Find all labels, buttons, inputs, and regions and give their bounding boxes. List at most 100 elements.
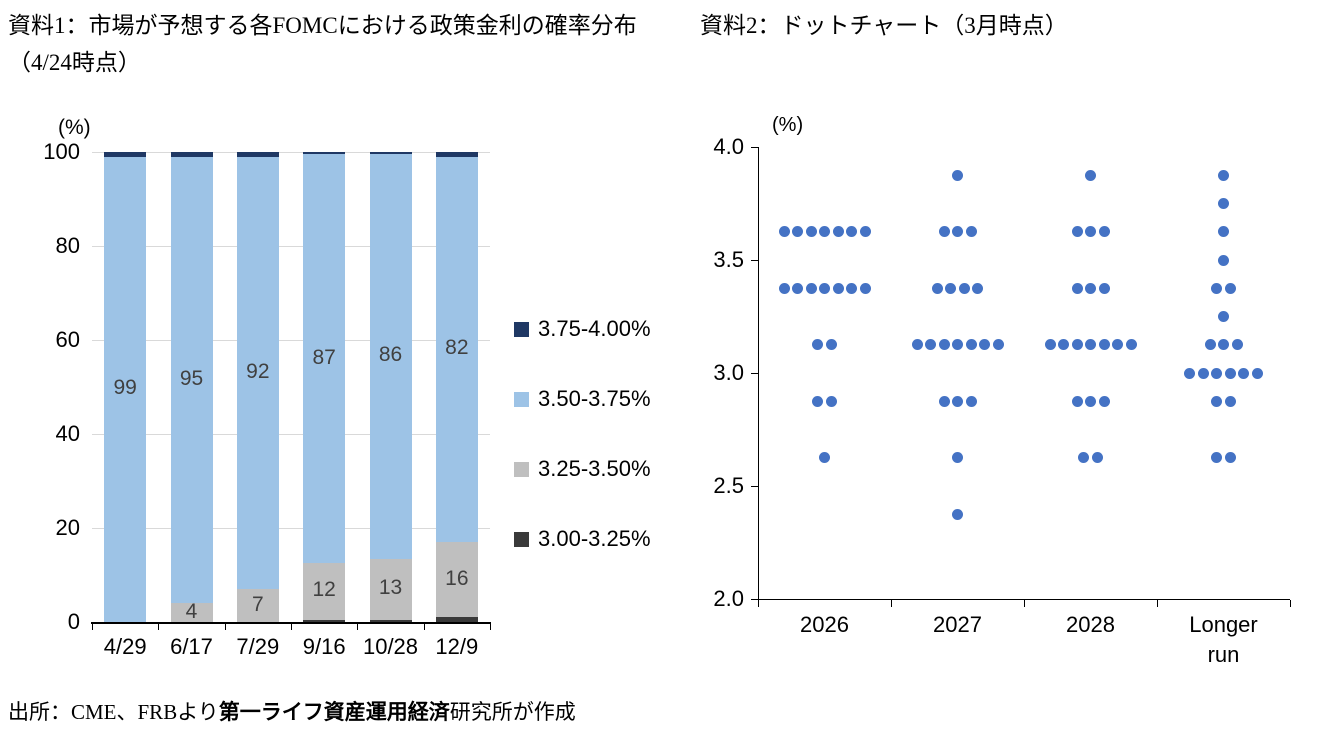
bar-segment — [236, 589, 279, 622]
bar-segment-value-label: 87 — [312, 345, 336, 369]
legend-label: 3.25-3.50% — [538, 456, 651, 481]
bar-chart-unit-label: (%) — [58, 116, 91, 139]
bar-segment-value-label: 99 — [113, 376, 137, 400]
dot-plot-dot — [1098, 395, 1110, 407]
chart2-title: 資料2：ドットチャート（3月時点） — [700, 13, 1068, 38]
dot-x-axis-tick — [1024, 600, 1025, 607]
dot-plot-dot — [812, 339, 824, 351]
bar-segment-value-label: 13 — [378, 576, 403, 600]
dot-plot-dot — [1071, 395, 1083, 407]
bar-x-category-label: 6/17 — [170, 634, 213, 659]
dot-plot-dot — [1098, 226, 1110, 238]
dot-plot-dot — [1085, 339, 1096, 351]
bar-segment — [435, 152, 478, 157]
dot-plot-dot — [952, 452, 963, 464]
dot-y-tick-label: 3.5 — [713, 247, 744, 272]
bar-segment — [435, 542, 478, 618]
dot-plot-dot — [1044, 339, 1056, 351]
bar-x-axis-tick — [224, 624, 226, 630]
bar-segment — [303, 619, 346, 622]
bar-x-category-label: 7/29 — [236, 634, 280, 659]
dot-plot-dot — [1085, 395, 1096, 407]
bar-x-axis-tick — [92, 624, 93, 630]
dot-plot-dot — [1218, 311, 1229, 322]
dot-x-axis-tick — [1157, 600, 1158, 607]
dot-plot-dot — [1224, 395, 1236, 407]
gridline — [92, 246, 490, 247]
bar-segment — [435, 156, 478, 543]
dot-plot-dot — [832, 282, 844, 294]
dot-x-category-label: 2028 — [1066, 612, 1115, 637]
dot-x-category-label: 2027 — [933, 612, 982, 637]
dot-y-axis-tick — [751, 260, 758, 261]
dot-plot-dot — [1184, 367, 1196, 379]
dot-plot-dot — [1058, 339, 1069, 351]
dot-plot-dot — [1211, 395, 1223, 407]
dot-y-axis-tick — [751, 599, 758, 600]
dot-plot-dot — [965, 226, 977, 238]
bar-y-tick-label: 80 — [55, 233, 80, 258]
legend-label: 3.00-3.25% — [538, 526, 651, 551]
dot-plot-dot — [846, 282, 857, 294]
dot-plot-dot — [1071, 339, 1083, 351]
dot-plot-dot — [1112, 339, 1123, 351]
bar-y-tick-label: 60 — [55, 327, 80, 352]
dot-plot-dot — [1238, 367, 1250, 379]
bar-segment-value-label: 4 — [185, 599, 198, 623]
bar-y-tick-label: 0 — [67, 609, 80, 634]
bar-x-axis-tick — [357, 624, 359, 630]
bar-segment — [170, 156, 213, 604]
gridline — [92, 528, 490, 529]
dot-plot-dot — [1071, 282, 1083, 294]
dot-y-axis-line — [758, 147, 759, 600]
bar-segment — [369, 154, 412, 559]
dot-plot-dot — [1218, 198, 1229, 209]
dot-plot-dot — [1098, 339, 1110, 351]
dot-plot-dot — [938, 395, 950, 407]
dot-plot-dot — [952, 508, 963, 520]
dot-plot-dot — [1224, 367, 1236, 379]
dot-plot-dot — [812, 395, 824, 407]
dot-plot-dot — [1085, 226, 1096, 238]
gridline — [92, 152, 490, 153]
dot-plot-dot — [832, 226, 844, 238]
dot-plot-dot — [1211, 282, 1223, 294]
dot-x-axis-tick — [758, 600, 759, 607]
dot-plot-dot — [1071, 226, 1083, 238]
bar-segment — [369, 558, 412, 620]
dot-plot-dot — [1231, 339, 1243, 351]
dot-x-axis-tick — [1290, 600, 1291, 607]
dot-plot-dot — [778, 226, 790, 238]
dot-plot-dot — [825, 339, 837, 351]
bar-y-tick-label: 100 — [43, 139, 80, 164]
bar-segment-value-label: 12 — [312, 578, 336, 602]
dot-plot-dot — [952, 339, 963, 351]
dot-plot-dot — [859, 226, 871, 238]
dot-plot-dot — [965, 339, 977, 351]
dot-plot-dot — [1085, 282, 1096, 294]
dot-plot-dot — [972, 282, 984, 294]
dot-plot-dot — [938, 339, 950, 351]
legend-swatch — [514, 321, 529, 337]
dot-plot-dot — [846, 226, 857, 238]
legend-swatch — [514, 531, 529, 547]
dot-plot-dot — [952, 395, 963, 407]
dot-x-axis-line — [758, 599, 1290, 600]
bar-x-axis-tick — [158, 624, 160, 630]
dot-plot-dot — [1091, 452, 1103, 464]
dot-plot-dot — [1204, 339, 1216, 351]
legend-label: 3.50-3.75% — [538, 386, 651, 411]
dot-plot-dot — [778, 282, 790, 294]
legend-label: 3.75-4.00% — [538, 316, 651, 341]
dot-plot-dot — [805, 282, 817, 294]
dot-plot-dot — [792, 282, 803, 294]
bar-x-axis-line — [91, 622, 491, 624]
bar-x-category-label: 10/28 — [362, 634, 419, 659]
source-note: 出所：CME、FRBより第一ライフ資産運用経済研究所が作成 — [8, 696, 576, 726]
bar-segment — [369, 152, 412, 155]
legend-item: 3.25-3.50% — [514, 456, 651, 482]
dot-plot-dot — [859, 282, 871, 294]
dot-plot-dot — [805, 226, 817, 238]
bar-segment — [236, 156, 279, 590]
